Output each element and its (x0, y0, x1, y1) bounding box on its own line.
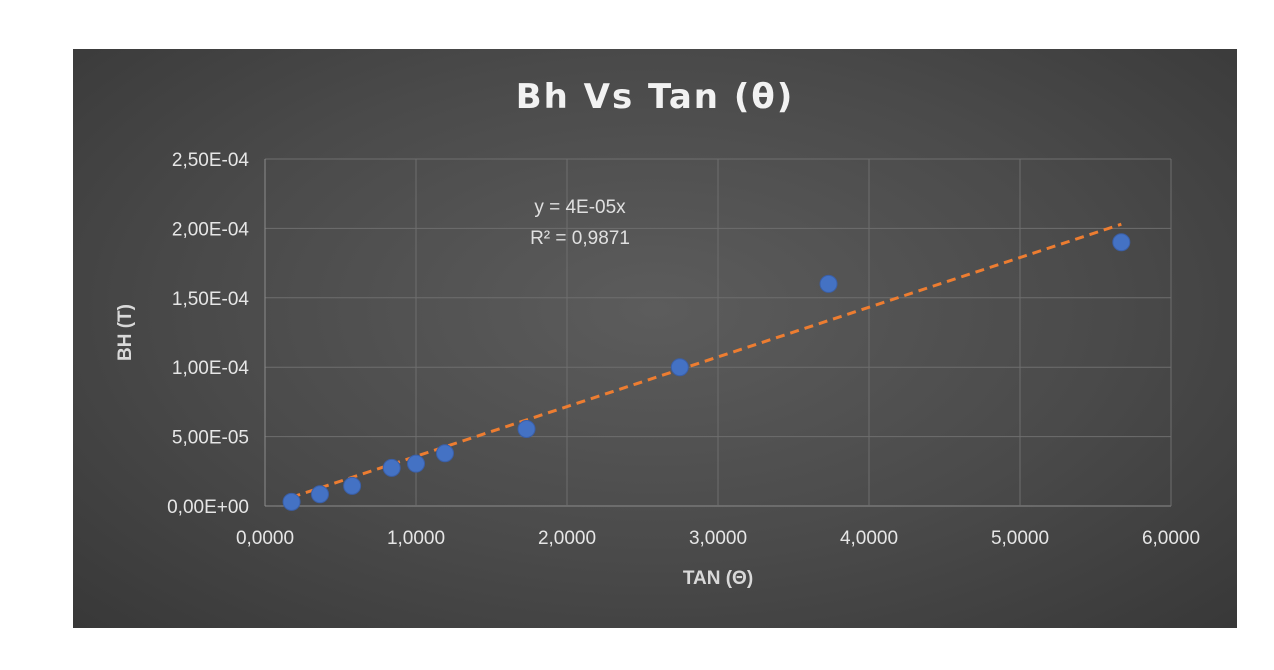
y-tick-label: 2,50E-04 (172, 150, 250, 171)
data-point (517, 419, 536, 438)
data-point (1112, 233, 1131, 252)
y-axis-title: BH (T) (115, 304, 136, 361)
x-tick-label: 5,0000 (991, 528, 1049, 549)
scatter-plot: 0,00E+00 5,00E-05 1,00E-04 1,50E-04 2,00E-04… (115, 150, 1200, 589)
y-tick-label: 0,00E+00 (167, 497, 249, 518)
data-point (282, 492, 301, 511)
data-point (435, 444, 454, 463)
chart-area: Bh Vs Tan (θ) 0,00E+00 5,00E-05 1,00E-04 1,… (73, 49, 1237, 628)
trendline-group (291, 222, 1122, 499)
trendline (291, 222, 1122, 499)
data-point (407, 454, 425, 473)
data-point (310, 485, 329, 504)
x-axis-title: TAN (Θ) (683, 568, 753, 589)
data-point (819, 274, 838, 293)
y-tick-label: 1,00E-04 (172, 358, 250, 379)
x-tick-label: 0,0000 (236, 528, 294, 549)
y-tick-label: 2,00E-04 (172, 219, 250, 240)
y-tick-labels: 0,00E+00 5,00E-05 1,00E-04 1,50E-04 2,00E-04… (167, 150, 249, 518)
data-point (382, 458, 401, 477)
y-tick-label: 1,50E-04 (172, 289, 250, 310)
x-tick-label: 2,0000 (538, 528, 596, 549)
data-point (343, 476, 362, 495)
data-point (670, 358, 689, 377)
y-tick-label: 5,00E-05 (172, 428, 249, 449)
x-tick-label: 3,0000 (689, 528, 747, 549)
trendline-r-squared: R² = 0,9871 (530, 228, 630, 249)
trendline-equation: y = 4E-05x (534, 197, 626, 218)
x-tick-labels: 0,0000 1,0000 2,0000 3,0000 4,0000 5,0000 6,00… (236, 528, 1200, 549)
x-tick-label: 6,0000 (1142, 528, 1200, 549)
chart-title: Bh Vs Tan (θ) (515, 77, 795, 117)
x-tick-label: 4,0000 (840, 528, 898, 549)
x-tick-label: 1,0000 (387, 528, 445, 549)
data-points (282, 233, 1131, 511)
gridlines (264, 158, 1172, 507)
